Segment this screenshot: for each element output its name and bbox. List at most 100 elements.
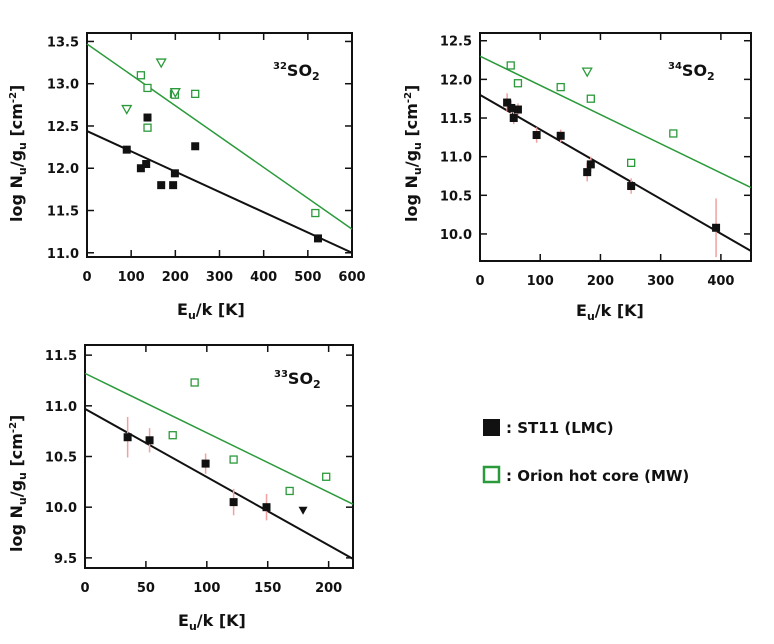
y-axis-label: log Nu/gu [cm-2] [7, 85, 29, 222]
y-ticks: 10.0 10.5 11.0 11.5 12.0 12.5 [440, 35, 751, 243]
x-ticks: 0 100 200 300 400 500 600 [82, 33, 366, 285]
data-markers [123, 378, 331, 515]
lmc-point [503, 98, 512, 107]
lmc-point [191, 142, 200, 151]
lmc-point [169, 181, 178, 190]
mw-point [136, 71, 146, 80]
lmc-point [157, 181, 166, 190]
y-ticks: 9.5 10.0 10.5 11.0 11.5 [45, 349, 353, 567]
lmc-point [262, 503, 271, 512]
lmc-point [145, 436, 154, 445]
lmc-point [201, 459, 210, 468]
isotope-number: 34 [668, 61, 682, 72]
y-tick-label: 12.0 [47, 162, 79, 177]
plot-frame [479, 32, 752, 262]
x-tick-label: 100 [193, 581, 220, 596]
lmc-point [142, 160, 151, 169]
mw-point [191, 89, 200, 99]
isotope-number: 33 [274, 369, 288, 380]
lmc-point [509, 114, 518, 123]
mw-point [311, 208, 320, 218]
x-tick-label: 100 [527, 274, 554, 289]
mw-upper-limit [169, 88, 181, 98]
molecule-label: 34SO2 [668, 61, 715, 83]
x-tick-label: 150 [254, 581, 281, 596]
lmc-point [170, 169, 179, 178]
mw-fit-line [479, 55, 752, 189]
data-markers [121, 58, 322, 243]
y-tick-label: 13.5 [47, 35, 79, 50]
lmc-point [627, 182, 636, 191]
x-tick-label: 0 [80, 581, 89, 596]
fit-lines [479, 55, 752, 252]
plot-frame [86, 32, 353, 258]
molecule-subscript: 2 [707, 70, 715, 83]
molecule-subscript: 2 [312, 70, 320, 83]
y-tick-label: 12.5 [440, 35, 472, 50]
error-bars [126, 416, 268, 521]
y-tick-label: 10.5 [440, 189, 472, 204]
y-ticks: 11.0 11.5 12.0 12.5 13.0 13.5 [47, 35, 352, 262]
y-tick-label: 11.5 [45, 349, 77, 364]
legend-lmc-label: : ST11 (LMC) [506, 419, 614, 437]
fit-lines [86, 43, 353, 254]
y-tick-label: 9.5 [54, 552, 77, 567]
mw-fit-line [86, 43, 353, 230]
panel-33so2: 0 50 100 150 200 9.5 10.0 10.5 11.0 11.5 33SO2 E… [7, 344, 354, 633]
y-tick-label: 12.5 [47, 120, 79, 135]
mw-fit-line [84, 372, 354, 505]
molecule-name: SO [287, 61, 312, 80]
y-axis-label: log Nu/gu [cm-2] [402, 85, 424, 222]
x-axis-label: Eu/k [K] [178, 611, 246, 633]
legend-lmc-swatch [483, 419, 500, 436]
x-tick-label: 200 [162, 270, 189, 285]
x-tick-label: 300 [206, 270, 233, 285]
mw-point [627, 158, 636, 167]
y-tick-label: 12.0 [440, 73, 472, 88]
mw-point [229, 455, 238, 464]
x-axis-label: Eu/k [K] [576, 301, 644, 323]
lmc-point [122, 145, 131, 154]
lmc-point [556, 131, 565, 140]
mw-point [322, 472, 331, 481]
x-tick-label: 300 [647, 274, 674, 289]
mw-point [506, 61, 515, 70]
y-tick-label: 11.0 [45, 400, 77, 415]
mw-point [143, 123, 152, 132]
molecule-label: 32SO2 [273, 61, 320, 83]
x-ticks: 0 100 200 300 400 [475, 33, 734, 289]
lmc-fit-line [479, 93, 752, 252]
x-tick-label: 400 [707, 274, 734, 289]
x-tick-label: 0 [82, 270, 91, 285]
panel-32so2: 0 100 200 300 400 500 600 11.0 11.5 12.0 12.5 13.0… [7, 32, 366, 322]
mw-upper-limit [155, 58, 167, 69]
lmc-point [507, 103, 516, 112]
mw-point [669, 129, 678, 138]
lmc-point [513, 105, 522, 114]
legend-mw-swatch [482, 465, 501, 484]
x-tick-label: 400 [250, 270, 277, 285]
mw-point [168, 431, 177, 440]
lmc-fit-line [86, 130, 353, 254]
x-tick-label: 100 [118, 270, 145, 285]
molecule-name: SO [682, 61, 707, 80]
molecule-name: SO [288, 369, 313, 388]
mw-upper-limit [121, 104, 133, 115]
y-tick-label: 10.5 [45, 451, 77, 466]
mw-point [143, 83, 152, 93]
isotope-number: 32 [273, 61, 287, 72]
data-markers [503, 61, 721, 232]
molecule-subscript: 2 [313, 378, 321, 391]
y-tick-label: 10.0 [45, 501, 77, 516]
x-tick-label: 0 [475, 274, 484, 289]
lmc-point [313, 234, 322, 243]
y-tick-label: 11.0 [440, 151, 472, 166]
lmc-point [712, 223, 721, 232]
x-tick-label: 600 [338, 270, 365, 285]
lmc-upper-limit [298, 506, 308, 515]
x-axis-label: Eu/k [K] [177, 300, 245, 322]
y-tick-label: 13.0 [47, 78, 79, 93]
y-tick-label: 11.5 [440, 112, 472, 127]
panel-34so2: 0 100 200 300 400 10.0 10.5 11.0 11.5 12.0 12.5 3… [402, 32, 752, 323]
